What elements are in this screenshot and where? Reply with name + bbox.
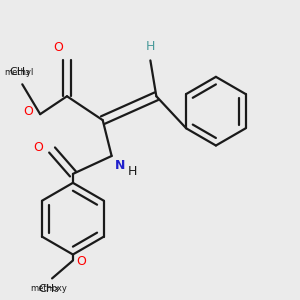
Text: N: N: [115, 159, 125, 172]
Text: CH₃: CH₃: [39, 284, 59, 294]
Text: O: O: [33, 140, 43, 154]
Text: methyl: methyl: [4, 68, 34, 77]
Text: methoxy: methoxy: [31, 284, 68, 293]
Text: O: O: [23, 105, 33, 118]
Text: H: H: [146, 40, 155, 53]
Text: CH₃: CH₃: [9, 67, 30, 77]
Text: O: O: [76, 256, 86, 268]
Text: O: O: [53, 41, 63, 54]
Text: H: H: [128, 165, 137, 178]
